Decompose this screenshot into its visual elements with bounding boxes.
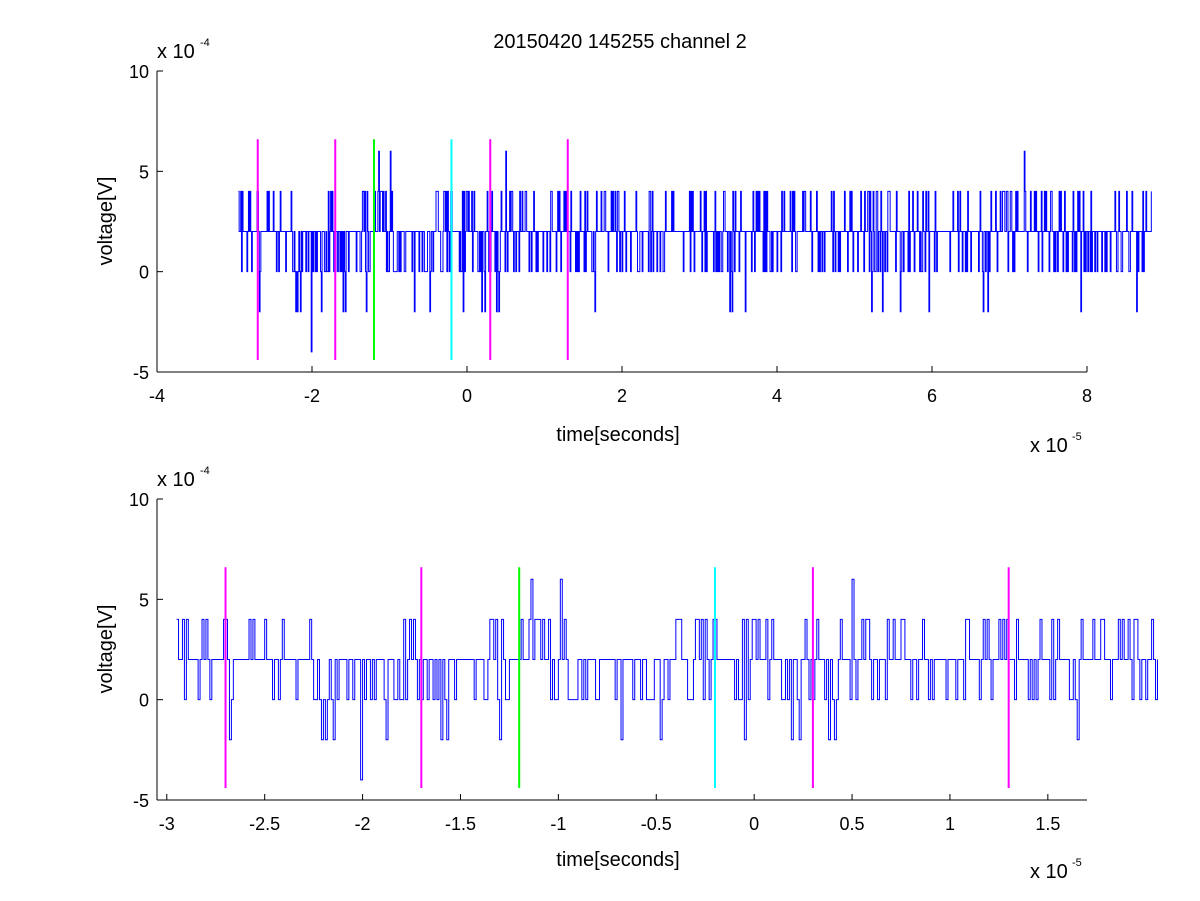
top-x-multiplier: x 10: [1030, 435, 1068, 457]
x-tick-label: 1: [945, 814, 955, 834]
y-tick-label: 10: [129, 490, 149, 510]
x-tick-label: -1.5: [445, 814, 476, 834]
bottom-x-multiplier-exp: -5: [1072, 857, 1082, 869]
y-tick-label: 5: [139, 590, 149, 610]
top-y-multiplier: x 10: [157, 41, 195, 63]
x-tick-label: 1.5: [1035, 814, 1060, 834]
top-signal-group: [238, 150, 1152, 353]
x-tick-label: -1: [550, 814, 566, 834]
bottom-markers-group: [224, 567, 1010, 788]
x-tick-label: 8: [1082, 386, 1092, 406]
top-x-ticks: -4 -2 0 2 4 6 8: [149, 366, 1092, 406]
chart-title: 20150420 145255 channel 2: [493, 31, 747, 53]
x-tick-label: -0.5: [641, 814, 672, 834]
top-axes: 20150420 145255 channel 2 x 10 -4 -4 -2 0 2…: [95, 31, 1152, 457]
y-tick-label: -5: [133, 363, 149, 383]
x-tick-label: 4: [772, 386, 782, 406]
bottom-y-ticks: -5 0 5 10: [129, 490, 163, 811]
x-tick-label: -4: [149, 386, 165, 406]
bottom-x-axis-label: time[seconds]: [556, 849, 679, 871]
x-tick-label: -3: [159, 814, 175, 834]
bottom-y-multiplier: x 10: [157, 469, 195, 491]
y-tick-label: 0: [139, 691, 149, 711]
x-tick-label: 0: [462, 386, 472, 406]
bottom-x-multiplier: x 10: [1030, 861, 1068, 883]
signal-trace: [176, 578, 1158, 781]
y-tick-label: -5: [133, 791, 149, 811]
x-tick-label: 6: [927, 386, 937, 406]
x-tick-label: 0: [749, 814, 759, 834]
top-x-axis-label: time[seconds]: [556, 424, 679, 446]
x-tick-label: -2: [304, 386, 320, 406]
x-tick-label: -2.5: [249, 814, 280, 834]
y-tick-label: 5: [139, 162, 149, 182]
x-tick-label: -2: [355, 814, 371, 834]
bottom-axes: x 10 -4 -3 -2.5 -2 -1.5 -1 -0.5 0 0.5 1 1.5 -5 0 5 1…: [95, 465, 1158, 883]
top-x-multiplier-exp: -5: [1072, 431, 1082, 443]
x-tick-label: 2: [617, 386, 627, 406]
bottom-y-multiplier-exp: -4: [200, 465, 210, 477]
x-tick-label: 0.5: [840, 814, 865, 834]
bottom-signal-group: [176, 578, 1158, 781]
bottom-x-ticks: -3 -2.5 -2 -1.5 -1 -0.5 0 0.5 1 1.5: [159, 794, 1060, 834]
y-tick-label: 10: [129, 62, 149, 82]
top-y-multiplier-exp: -4: [200, 37, 210, 49]
top-y-axis-label: voltage[V]: [95, 177, 117, 266]
y-tick-label: 0: [139, 263, 149, 283]
top-markers-group: [256, 139, 569, 360]
top-y-ticks: -5 0 5 10: [129, 62, 163, 383]
signal-trace: [238, 150, 1152, 353]
bottom-y-axis-label: voltage[V]: [95, 605, 117, 694]
